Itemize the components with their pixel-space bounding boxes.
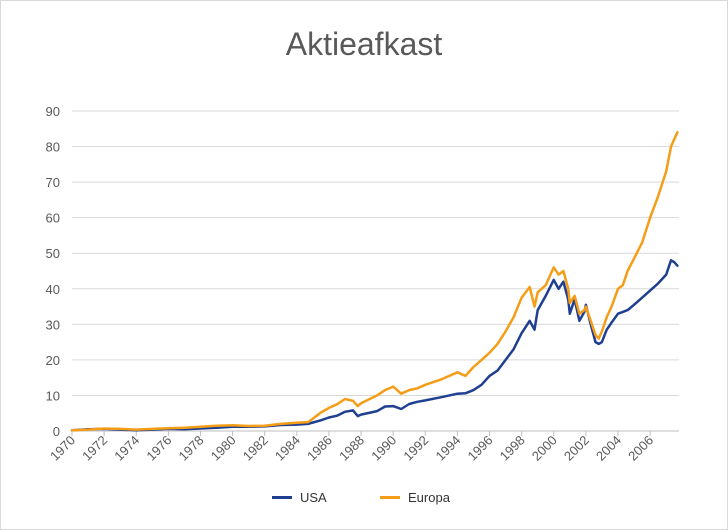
- x-tick-label: 1988: [336, 433, 367, 464]
- x-tick-label: 1980: [208, 433, 239, 464]
- y-tick-label: 40: [46, 282, 60, 297]
- x-tick-label: 1974: [111, 433, 142, 464]
- legend-swatch-europa: [380, 496, 400, 499]
- x-tick-label: 2000: [529, 433, 560, 464]
- x-tick-label: 1986: [304, 433, 335, 464]
- x-tick-label: 2004: [593, 433, 624, 464]
- x-tick-label: 1984: [272, 433, 303, 464]
- y-axis: 0 10 20 30 40 50 60 70 80 90: [46, 104, 60, 439]
- x-tick-label: 1978: [176, 433, 207, 464]
- y-tick-label: 80: [46, 140, 60, 155]
- grid-lines: [72, 110, 679, 432]
- y-tick-label: 70: [46, 175, 60, 190]
- x-tick-label: 1992: [400, 433, 431, 464]
- y-tick-label: 50: [46, 246, 60, 261]
- legend-item-usa: USA: [272, 490, 327, 505]
- legend-label-usa: USA: [300, 490, 327, 505]
- x-tick-label: 2002: [561, 433, 592, 464]
- legend-swatch-usa: [272, 496, 292, 499]
- legend: USA Europa: [0, 490, 728, 510]
- x-tick-label: 1990: [368, 433, 399, 464]
- y-tick-label: 30: [46, 317, 60, 332]
- y-tick-label: 20: [46, 353, 60, 368]
- chart-title: Aktieafkast: [285, 26, 443, 62]
- legend-item-europa: Europa: [380, 490, 450, 505]
- x-axis: 1970 1972 1974 1976 1978 1980 1982 1984 1986 1988…: [47, 430, 679, 464]
- x-tick-label: 1982: [240, 433, 271, 464]
- x-tick-label: 1972: [79, 433, 110, 464]
- x-tick-label: 1994: [432, 433, 463, 464]
- legend-label-europa: Europa: [408, 490, 450, 505]
- series-line-usa: [70, 259, 679, 432]
- x-tick-label: 1996: [465, 433, 496, 464]
- series-lines: [70, 131, 679, 432]
- x-tick-label: 2006: [625, 433, 656, 464]
- y-tick-label: 0: [53, 424, 60, 439]
- y-tick-label: 60: [46, 211, 60, 226]
- y-tick-label: 10: [46, 388, 60, 403]
- x-tick-label: 1970: [47, 433, 78, 464]
- x-tick-label: 1998: [497, 433, 528, 464]
- x-tick-label: 1976: [143, 433, 174, 464]
- series-line-europa: [70, 131, 679, 432]
- y-tick-label: 90: [46, 104, 60, 119]
